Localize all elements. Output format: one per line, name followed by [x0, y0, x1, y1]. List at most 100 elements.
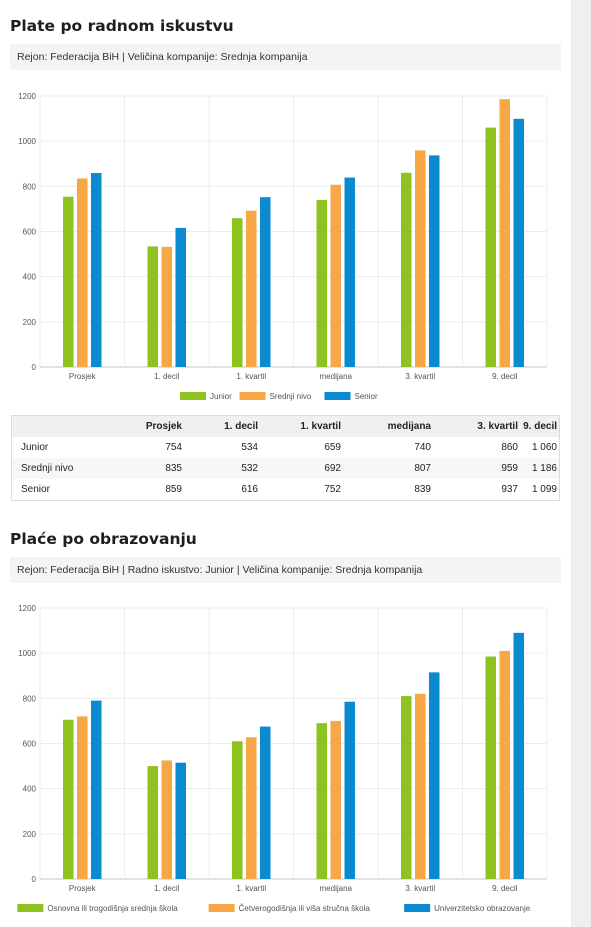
bar [161, 760, 172, 879]
y-tick-label: 1200 [18, 604, 36, 613]
y-tick-label: 800 [23, 694, 37, 703]
bar [260, 726, 271, 879]
table-cell: 1 186 [520, 458, 560, 479]
legend-label: Četverogodišnja ili viša stručna škola [239, 904, 371, 913]
legend-swatch [180, 392, 206, 400]
bar [513, 118, 524, 367]
table-header-cell [11, 415, 110, 437]
bar [246, 210, 257, 367]
table-cell: 1 060 [531, 442, 557, 453]
x-tick-label: medijana [320, 372, 353, 381]
table-row: Senior 859 616 752 839 937 1 099 [12, 479, 560, 501]
row-label: Srednji nivo [11, 458, 110, 479]
x-tick-label: 9. decil [492, 372, 518, 381]
bar [91, 173, 102, 367]
bar [63, 719, 74, 879]
bar [485, 127, 496, 367]
bar [260, 197, 271, 367]
experience-data-table: Prosjek 1. decil 1. kvartil medijana 3. … [11, 415, 560, 501]
bar [330, 720, 341, 879]
table-cell: 839 [414, 484, 431, 495]
bar [429, 672, 440, 879]
legend-label: Senior [355, 392, 378, 401]
y-tick-label: 400 [23, 273, 37, 282]
bar [485, 656, 496, 879]
table-cell: 1 099 [531, 484, 557, 495]
legend-label: Junior [210, 392, 232, 401]
y-tick-label: 200 [23, 830, 37, 839]
bar [91, 700, 102, 879]
y-tick-label: 600 [23, 740, 37, 749]
table-cell: 959 [433, 458, 520, 479]
table-cell: 659 [324, 442, 341, 453]
x-tick-label: 3. kvartil [405, 372, 435, 381]
legend-label: Srednji nivo [270, 392, 312, 401]
row-label: Senior [21, 484, 50, 495]
bar [232, 741, 243, 879]
bar [401, 172, 412, 367]
table-cell: 937 [501, 484, 518, 495]
bar [147, 766, 158, 879]
table-cell: 860 [501, 442, 518, 453]
table-header-cell: medijana [343, 415, 433, 437]
x-tick-label: medijana [320, 884, 353, 893]
y-tick-label: 0 [32, 875, 37, 884]
filter-summary-education: Rejon: Federacija BiH | Radno iskustvo: … [10, 557, 561, 583]
bar [175, 762, 186, 879]
table-header-cell: 3. kvartil [433, 415, 520, 437]
main-content: Plate po radnom iskustvu Rejon: Federaci… [10, 17, 561, 913]
bar [316, 723, 327, 879]
table-cell: 692 [260, 458, 343, 479]
y-tick-label: 800 [23, 182, 37, 191]
bar [415, 693, 426, 879]
legend-swatch [404, 904, 431, 912]
bar [344, 701, 355, 879]
table-header-cell: Prosjek [110, 415, 184, 437]
filter-summary-experience: Rejon: Federacija BiH | Veličina kompani… [10, 44, 561, 70]
row-label: Junior [21, 442, 49, 453]
legend-swatch [208, 904, 235, 912]
bar [401, 696, 412, 879]
x-tick-label: 9. decil [492, 884, 518, 893]
legend-label: Univerzitetsko obrazovanje [434, 904, 531, 913]
x-tick-label: 1. kvartil [236, 372, 266, 381]
table-cell: 807 [343, 458, 433, 479]
bar [429, 155, 440, 367]
y-tick-label: 200 [23, 318, 37, 327]
experience-bar-chart: 0 200 400 600 800 1000 1200 Prosjek 1. decil 1. k… [18, 92, 548, 401]
section-title-experience: Plate po radnom iskustvu [10, 17, 234, 35]
bar [344, 177, 355, 367]
y-tick-label: 1000 [18, 137, 36, 146]
table-cell: 616 [241, 484, 258, 495]
x-tick-label: 1. decil [154, 884, 180, 893]
legend-swatch [17, 904, 44, 912]
table-cell: 532 [184, 458, 260, 479]
table-row: Junior 754 534 659 740 860 1 060 [12, 437, 560, 458]
x-tick-label: 1. decil [154, 372, 180, 381]
bar [77, 716, 88, 879]
y-tick-label: 600 [23, 228, 37, 237]
bar [330, 184, 341, 367]
y-tick-label: 1000 [18, 649, 36, 658]
table-cell: 835 [110, 458, 184, 479]
bar [316, 199, 327, 367]
x-tick-label: 1. kvartil [236, 884, 266, 893]
bar [147, 246, 158, 367]
table-row: Srednji nivo 835 532 692 807 959 1 186 [11, 458, 560, 479]
table-cell: 740 [414, 442, 431, 453]
bar [499, 650, 510, 879]
bar [77, 178, 88, 367]
y-tick-label: 1200 [18, 92, 36, 101]
bar [499, 99, 510, 367]
bar [415, 150, 426, 367]
bar [175, 227, 186, 367]
education-bar-chart: 0 200 400 600 800 1000 1200 Prosjek 1. decil 1. k… [17, 604, 548, 913]
table-header-row: Prosjek 1. decil 1. kvartil medijana 3. … [11, 415, 560, 437]
table-header-cell: 1. kvartil [260, 415, 343, 437]
table-cell: 859 [165, 484, 182, 495]
table-cell: 534 [241, 442, 258, 453]
legend-swatch [239, 392, 266, 400]
x-tick-label: 3. kvartil [405, 884, 435, 893]
x-tick-label: Prosjek [69, 372, 97, 381]
bar [246, 737, 257, 879]
